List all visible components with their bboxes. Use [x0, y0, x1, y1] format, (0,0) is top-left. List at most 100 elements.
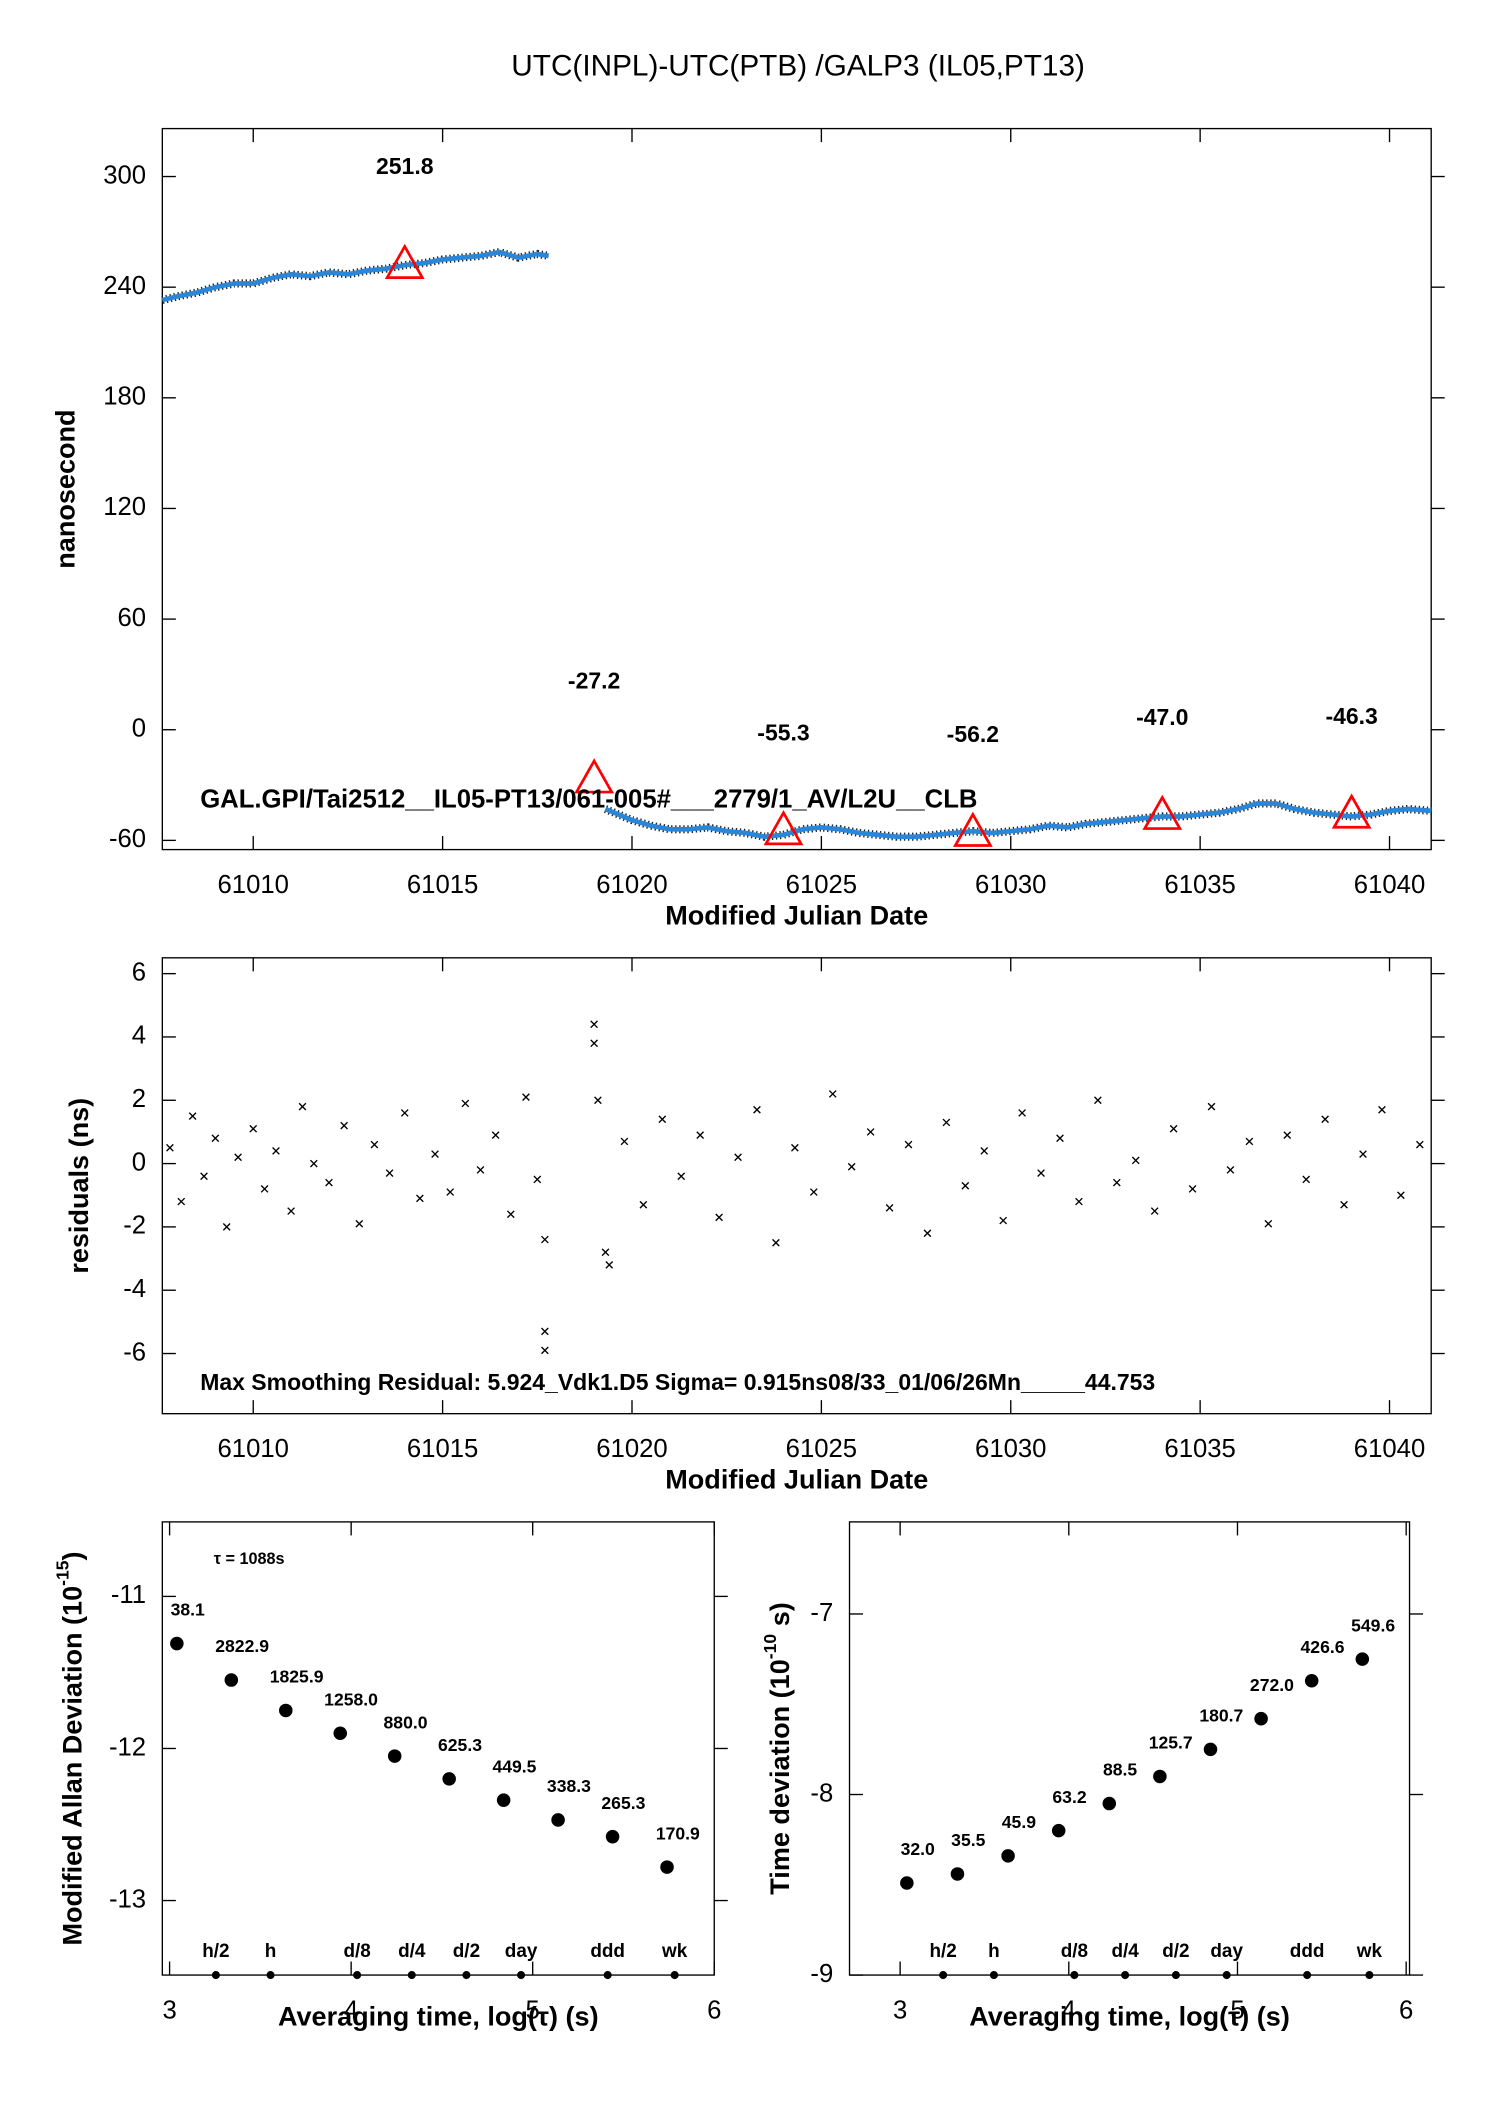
y-axis-label-text: residuals (ns)	[64, 1098, 94, 1274]
point-label: 125.7	[1149, 1733, 1193, 1753]
time-mark-label: d/8	[1061, 1941, 1088, 1962]
residual-point	[904, 1140, 913, 1149]
time-mark	[939, 1971, 948, 1980]
y-tick-label: 0	[132, 715, 146, 743]
deviation-point	[605, 1829, 620, 1844]
y-tick-label: -6	[123, 1338, 146, 1366]
residual-point	[601, 1248, 610, 1257]
time-mark-label: d/4	[1111, 1941, 1139, 1962]
residual-point	[696, 1131, 705, 1139]
y-tick-label: 120	[103, 493, 146, 521]
time-mark	[1365, 1971, 1374, 1980]
deviation-point	[279, 1703, 293, 1718]
y-tick-label: -9	[810, 1960, 833, 1988]
point-label: 63.2	[1052, 1787, 1086, 1807]
residual-point	[177, 1197, 186, 1206]
residual-point	[1321, 1115, 1329, 1124]
tau-note: τ = 1088s	[214, 1550, 285, 1568]
residual-point	[1340, 1200, 1348, 1209]
point-label: 625.3	[438, 1735, 482, 1755]
time-mark	[462, 1971, 471, 1980]
y-tick-label: 6	[132, 958, 146, 986]
residual-point	[272, 1147, 280, 1155]
y-tick-label: -13	[109, 1885, 146, 1913]
y-axis-label-exponent: -10	[760, 1634, 780, 1660]
residual-point	[715, 1213, 723, 1222]
residual-point	[590, 1020, 598, 1029]
point-label: 88.5	[1103, 1760, 1137, 1780]
point-label: 880.0	[384, 1712, 428, 1732]
deviation-point	[900, 1876, 914, 1890]
point-label: 449.5	[492, 1756, 536, 1776]
time-mark-label: ddd	[1290, 1941, 1325, 1962]
time-mark	[1171, 1971, 1180, 1980]
y-tick-label: -4	[123, 1275, 146, 1303]
residual-point	[1037, 1169, 1045, 1177]
x-tick-label: 4	[344, 1996, 358, 2024]
residual-point	[866, 1128, 875, 1136]
residual-point	[287, 1207, 295, 1215]
deviation-point	[1102, 1796, 1117, 1811]
residual-point	[1188, 1185, 1197, 1193]
point-label: 426.6	[1301, 1637, 1345, 1657]
residual-point	[1075, 1197, 1083, 1206]
residual-point	[533, 1175, 542, 1184]
residual-point	[1359, 1150, 1367, 1158]
residual-point	[1094, 1096, 1102, 1105]
plot-frame	[848, 1521, 1411, 1976]
y-tick-label: 2	[132, 1085, 146, 1113]
deviation-point	[950, 1867, 965, 1881]
point-label: 45.9	[1002, 1812, 1036, 1832]
marker-triangle	[1331, 793, 1372, 829]
x-tick-label: 5	[1230, 1996, 1244, 2024]
residual-point	[923, 1229, 932, 1238]
residual-point	[639, 1200, 648, 1209]
residual-point	[980, 1147, 989, 1155]
deviation-point	[442, 1772, 456, 1786]
time-mark-label: d/2	[1162, 1941, 1189, 1962]
time-mark-label: d/8	[343, 1941, 370, 1962]
residual-point	[1018, 1109, 1026, 1117]
residual-point	[772, 1238, 780, 1247]
residual-point	[340, 1121, 348, 1130]
y-axis-label: nanosecond	[51, 409, 81, 568]
x-axis-label: Modified Julian Date	[665, 1464, 928, 1494]
x-tick-label: 61035	[1164, 871, 1235, 899]
time-mark-label: h	[265, 1941, 277, 1962]
time-mark-label: wk	[661, 1941, 688, 1962]
residual-point	[416, 1194, 424, 1203]
x-tick-label: 61040	[1354, 1435, 1425, 1463]
y-tick-label: 240	[103, 272, 146, 300]
residual-point	[188, 1112, 197, 1120]
y-axis-label: Modified Allan Deviation (10-15)	[52, 1551, 87, 1945]
residual-point	[1415, 1140, 1424, 1149]
residual-point	[522, 1093, 530, 1101]
deviation-point	[660, 1860, 674, 1874]
residual-point	[541, 1327, 549, 1336]
marker-triangle	[1142, 794, 1183, 830]
marker-triangle	[763, 810, 804, 846]
point-label: 265.3	[601, 1793, 645, 1813]
x-tick-label: 61030	[975, 871, 1046, 899]
time-mark	[211, 1971, 220, 1980]
x-tick-label: 61030	[975, 1435, 1046, 1463]
y-tick-label: -8	[810, 1779, 833, 1807]
residual-point	[211, 1134, 220, 1143]
marker-label: -27.2	[568, 668, 620, 694]
residual-point	[1397, 1191, 1405, 1200]
point-label: 35.5	[951, 1830, 985, 1850]
residual-point	[605, 1261, 614, 1269]
residual-point	[961, 1181, 970, 1190]
data-line-halo	[161, 247, 1432, 841]
x-axis-label: Averaging time, log(τ) (s)	[969, 2001, 1290, 2031]
time-mark	[603, 1971, 612, 1980]
plot-frame	[161, 127, 1432, 851]
y-axis-label-text: Modified Allan Deviation (10	[58, 1586, 88, 1946]
marker-label: -46.3	[1325, 703, 1377, 729]
time-mark	[1303, 1971, 1312, 1980]
marker-triangle	[384, 243, 425, 279]
residual-point	[234, 1153, 242, 1162]
residual-point	[309, 1159, 318, 1168]
residual-point	[400, 1109, 409, 1117]
